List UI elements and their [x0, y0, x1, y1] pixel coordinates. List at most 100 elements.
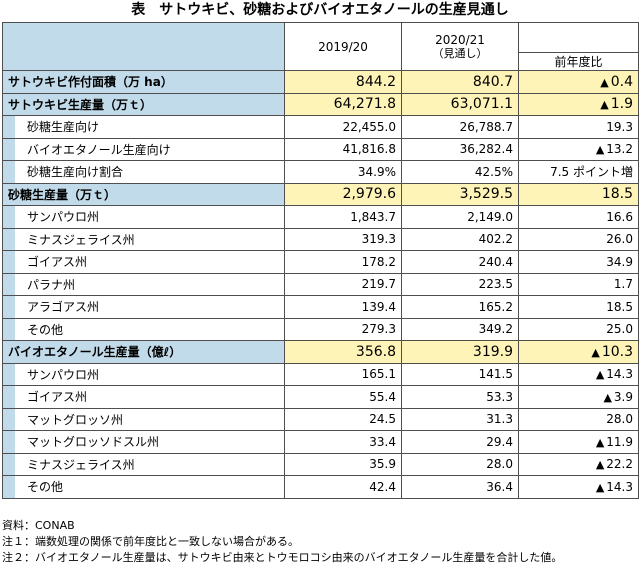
value-2019: 319.3	[284, 227, 402, 251]
value-2020: 223.5	[401, 272, 519, 296]
notes: 資料：CONAB 注１：端数処理の関係で前年度比と一致しない場合がある。 注２：…	[2, 518, 638, 566]
table-row: サトウキビ作付面積（万 ha） 844.2 840.7 ▲ 0.4	[2, 70, 639, 94]
table-row: ゴイアス州 55.4 53.3 ▲ 3.9	[2, 385, 639, 409]
value-2020: 28.0	[401, 452, 519, 476]
value-change: 26.0	[518, 227, 639, 251]
value-change: 25.0	[518, 317, 639, 341]
value-change: ▲ 1.9	[518, 92, 639, 116]
header-change-top	[518, 22, 639, 53]
value-2019: 139.4	[284, 295, 402, 319]
table-row: 砂糖生産量（万ｔ） 2,979.6 3,529.5 18.5	[2, 182, 639, 206]
row-sublabel: ミナスジェライス州	[2, 452, 285, 476]
change-value: 13.2	[606, 142, 633, 157]
change-value: 26.0	[606, 232, 633, 247]
decrease-triangle-icon: ▲	[595, 458, 605, 472]
change-value: 14.3	[606, 367, 633, 382]
table-row: バイオエタノール生産量（億ℓ） 356.8 319.9 ▲ 10.3	[2, 340, 639, 364]
value-change: 18.5	[518, 295, 639, 319]
row-sublabel: マットグロッソ州	[2, 407, 285, 431]
table-row: マットグロッソ州 24.5 31.3 28.0	[2, 407, 639, 431]
change-value: 1.7	[613, 277, 633, 292]
change-value: 18.5	[601, 186, 633, 203]
header-blank-cell	[2, 22, 285, 71]
decrease-triangle-icon: ▲	[603, 390, 612, 404]
value-2020: 53.3	[401, 385, 519, 409]
change-value: 1.9	[610, 96, 633, 113]
row-sublabel: マットグロッソドスル州	[2, 430, 285, 454]
decrease-triangle-icon: ▲	[595, 480, 605, 494]
value-2020: 42.5%	[401, 160, 519, 184]
change-value: 28.0	[606, 412, 633, 427]
value-2020: 165.2	[401, 295, 519, 319]
row-sublabel: アラゴアス州	[2, 295, 285, 319]
value-2019: 279.3	[284, 317, 402, 341]
row-sublabel: パラナ州	[2, 272, 285, 296]
change-value: 0.4	[610, 73, 633, 90]
value-2020: 31.3	[401, 407, 519, 431]
row-sublabel: バイオエタノール生産向け	[2, 137, 285, 161]
value-change: 18.5	[518, 182, 639, 206]
value-2019: 33.4	[284, 430, 402, 454]
production-table: 2019/20 2020/21 （見通し） 前年度比 サトウキビ作付面積（万 h…	[2, 22, 639, 499]
value-2019: 22,455.0	[284, 115, 402, 139]
row-sublabel: その他	[2, 475, 285, 499]
row-sublabel: ゴイアス州	[2, 250, 285, 274]
table-title: 表 サトウキビ、砂糖およびバイオエタノールの生産見通し	[131, 2, 509, 18]
table-row: ゴイアス州 178.2 240.4 34.9	[2, 250, 639, 274]
row-label: サトウキビ生産量（万ｔ）	[2, 92, 285, 116]
row-sublabel: 砂糖生産向け	[2, 115, 285, 139]
change-value: 25.0	[606, 322, 633, 337]
table-row: サトウキビ生産量（万ｔ） 64,271.8 63,071.1 ▲ 1.9	[2, 92, 639, 116]
value-2020: 402.2	[401, 227, 519, 251]
value-2020: 26,788.7	[401, 115, 519, 139]
value-2020: 3,529.5	[401, 182, 519, 206]
value-change: ▲ 10.3	[518, 340, 639, 364]
value-2019: 219.7	[284, 272, 402, 296]
value-change: ▲ 11.9	[518, 430, 639, 454]
value-2019: 2,979.6	[284, 182, 402, 206]
decrease-triangle-icon: ▲	[595, 368, 605, 382]
table-row: マットグロッソドスル州 33.4 29.4 ▲ 11.9	[2, 430, 639, 454]
value-2019: 41,816.8	[284, 137, 402, 161]
table-row: アラゴアス州 139.4 165.2 18.5	[2, 295, 639, 319]
row-label: サトウキビ作付面積（万 ha）	[2, 70, 285, 94]
table-row: 砂糖生産向け割合 34.9% 42.5% 7.5 ポイント増	[2, 160, 639, 184]
header-change: 前年度比	[518, 52, 639, 71]
note-2: 注２：バイオエタノール生産量は、サトウキビ由来とトウモロコシ由来のバイオエタノー…	[2, 551, 563, 564]
table-row: バイオエタノール生産向け 41,816.8 36,282.4 ▲ 13.2	[2, 137, 639, 161]
row-sublabel: ゴイアス州	[2, 385, 285, 409]
header-year-2020-sub: （見通し）	[432, 46, 488, 60]
decrease-triangle-icon: ▲	[600, 75, 609, 89]
change-value: 10.3	[601, 343, 633, 360]
value-2019: 24.5	[284, 407, 402, 431]
table-row: ミナスジェライス州 35.9 28.0 ▲ 22.2	[2, 452, 639, 476]
header-year-2020-label: 2020/21	[435, 32, 485, 47]
table-row: 砂糖生産向け 22,455.0 26,788.7 19.3	[2, 115, 639, 139]
value-2019: 35.9	[284, 452, 402, 476]
value-2019: 165.1	[284, 362, 402, 386]
row-label: 砂糖生産量（万ｔ）	[2, 182, 285, 206]
value-2019: 55.4	[284, 385, 402, 409]
value-2019: 844.2	[284, 70, 402, 94]
value-change: ▲ 14.3	[518, 362, 639, 386]
value-change: ▲ 3.9	[518, 385, 639, 409]
value-change: 1.7	[518, 272, 639, 296]
value-change: 34.9	[518, 250, 639, 274]
change-value: 14.3	[606, 479, 633, 494]
table-row: その他 42.4 36.4 ▲ 14.3	[2, 475, 639, 499]
row-sublabel: ミナスジェライス州	[2, 227, 285, 251]
row-sublabel: 砂糖生産向け割合	[2, 160, 285, 184]
header-year-2019: 2019/20	[284, 22, 402, 71]
value-change: 28.0	[518, 407, 639, 431]
decrease-triangle-icon: ▲	[595, 435, 605, 449]
value-2019: 34.9%	[284, 160, 402, 184]
value-change: 19.3	[518, 115, 639, 139]
value-2020: 349.2	[401, 317, 519, 341]
table-row: パラナ州 219.7 223.5 1.7	[2, 272, 639, 296]
value-2020: 319.9	[401, 340, 519, 364]
value-2020: 36,282.4	[401, 137, 519, 161]
table-row: その他 279.3 349.2 25.0	[2, 317, 639, 341]
change-value: 19.3	[606, 119, 633, 134]
value-change: 7.5 ポイント増	[518, 160, 639, 184]
value-2019: 178.2	[284, 250, 402, 274]
